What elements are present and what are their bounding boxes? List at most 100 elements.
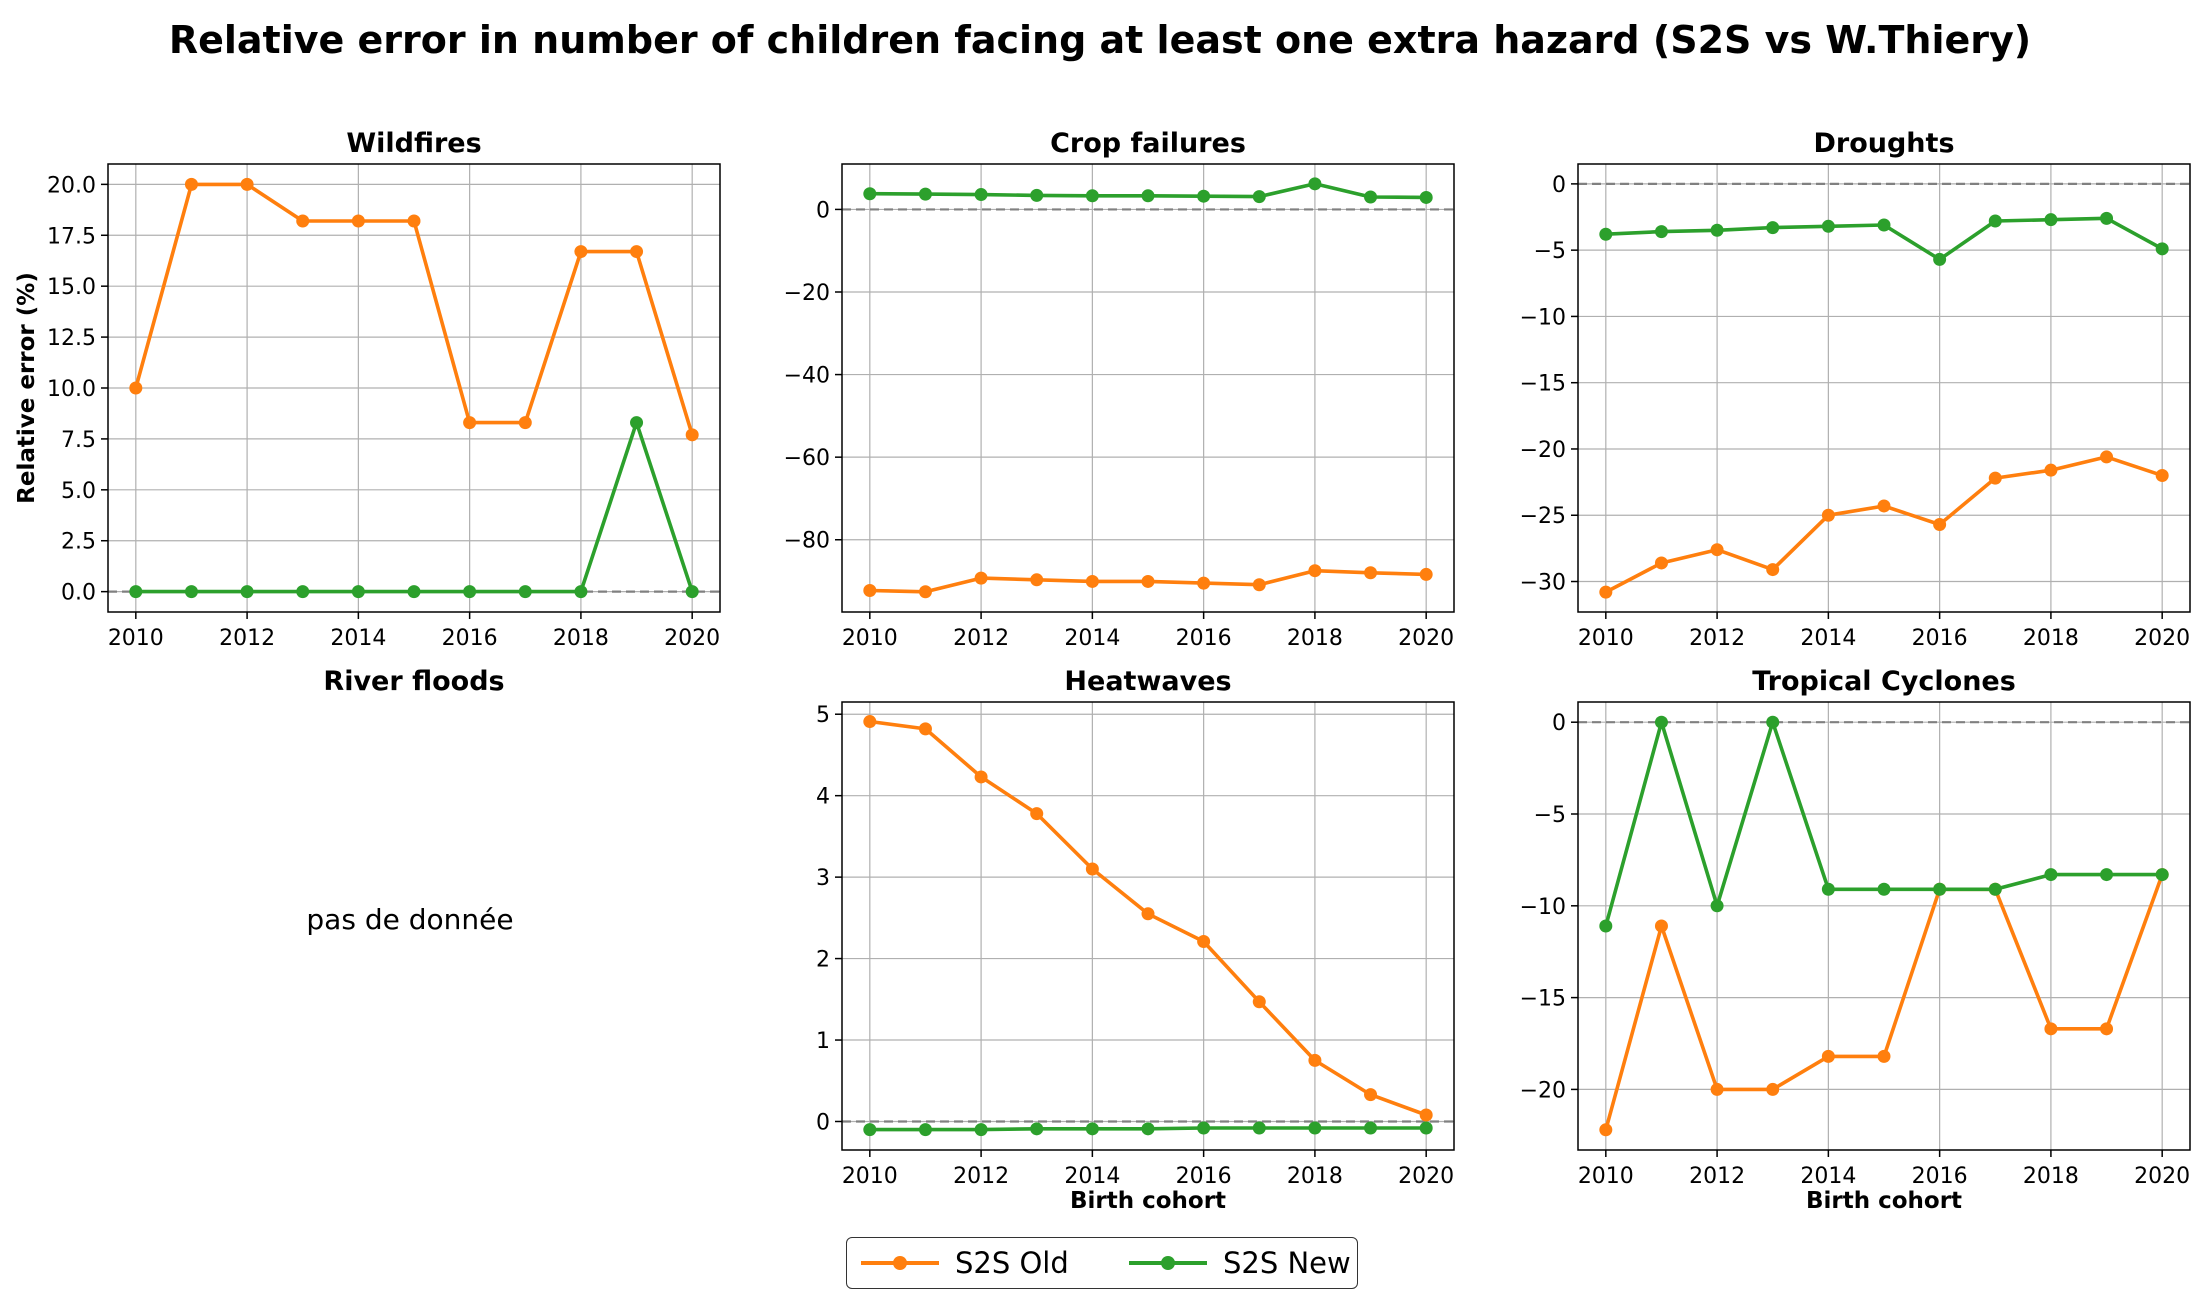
- data-point-s2s-new: [1933, 882, 1947, 896]
- x-tick-label: 2012: [1689, 1164, 1745, 1189]
- data-point-s2s-old: [1599, 585, 1613, 599]
- legend: S2S Old S2S New: [846, 1237, 1358, 1289]
- data-point-s2s-new: [1141, 189, 1155, 203]
- legend-entry-s2s-new: S2S New: [1127, 1246, 1357, 1280]
- data-point-s2s-new: [1821, 219, 1835, 233]
- y-tick-label: −40: [784, 364, 830, 389]
- x-tick-label: 2018: [2023, 1164, 2079, 1189]
- y-tick-label: 4: [816, 785, 830, 810]
- data-point-s2s-old: [129, 381, 143, 395]
- y-axis-label: Relative error (%): [14, 272, 40, 504]
- data-point-s2s-old: [1197, 576, 1211, 590]
- x-tick-label: 2020: [1398, 1164, 1454, 1189]
- data-point-s2s-new: [974, 1123, 988, 1137]
- x-tick-label: 2020: [664, 626, 720, 651]
- data-point-s2s-new: [2100, 211, 2114, 225]
- y-tick-label: −20: [1520, 438, 1566, 463]
- plot-background: [1578, 164, 2190, 612]
- data-point-s2s-new: [1419, 1121, 1433, 1135]
- data-point-s2s-old: [240, 177, 254, 191]
- data-point-s2s-new: [463, 585, 477, 599]
- data-point-s2s-old: [918, 722, 932, 736]
- data-point-s2s-new: [685, 585, 699, 599]
- y-tick-label: 12.5: [47, 326, 96, 351]
- data-point-s2s-new: [574, 585, 588, 599]
- data-point-s2s-new: [296, 585, 310, 599]
- x-tick-label: 2016: [1176, 1164, 1232, 1189]
- axes-frame: [1577, 163, 2191, 613]
- data-point-s2s-old: [630, 245, 644, 259]
- data-point-s2s-old: [463, 416, 477, 430]
- data-point-s2s-old: [1710, 1082, 1724, 1096]
- panel-title-tropical-cyclones: Tropical Cyclones: [1752, 666, 2016, 697]
- panel-title-droughts: Droughts: [1813, 128, 1955, 159]
- y-tick-label: 5.0: [61, 479, 96, 504]
- plot-background: [842, 702, 1454, 1150]
- x-tick-label: 2014: [1800, 626, 1856, 651]
- y-tick-label: 0: [1552, 711, 1566, 736]
- data-point-s2s-new: [1710, 223, 1724, 237]
- y-tick-label: 0: [816, 198, 830, 223]
- y-tick-label: −60: [784, 446, 830, 471]
- x-tick-label: 2016: [1912, 1164, 1968, 1189]
- data-point-s2s-old: [1419, 1108, 1433, 1122]
- x-tick-label: 2016: [1912, 626, 1968, 651]
- data-point-s2s-old: [1988, 471, 2002, 485]
- y-tick-label: 0.0: [61, 581, 96, 606]
- data-point-s2s-old: [974, 571, 988, 585]
- figure-title: Relative error in number of children fac…: [168, 18, 2032, 62]
- y-tick-label: −15: [1520, 987, 1566, 1012]
- data-point-s2s-old: [1710, 543, 1724, 557]
- panel-title-heatwaves: Heatwaves: [1064, 666, 1232, 697]
- y-tick-label: −30: [1520, 571, 1566, 596]
- legend-swatch-s2s-new: [1129, 1256, 1207, 1270]
- x-tick-label: 2020: [1398, 626, 1454, 651]
- data-point-s2s-old: [1766, 1082, 1780, 1096]
- plot-droughts: 2010 2012 2014 2016 2018 2020 −30 −25 −20 −15 −10 −…: [1520, 163, 2191, 651]
- data-point-s2s-old: [1599, 1123, 1613, 1137]
- data-point-s2s-old: [1197, 934, 1211, 948]
- x-tick-label: 2012: [219, 626, 275, 651]
- x-tick-label: 2012: [953, 1164, 1009, 1189]
- data-point-s2s-new: [630, 416, 644, 430]
- data-point-s2s-old: [184, 177, 198, 191]
- data-point-s2s-new: [1197, 189, 1211, 203]
- y-tick-label: 2: [816, 948, 830, 973]
- data-point-s2s-old: [296, 214, 310, 228]
- x-tick-label: 2012: [953, 626, 1009, 651]
- data-point-s2s-new: [129, 585, 143, 599]
- data-point-s2s-new: [1141, 1122, 1155, 1136]
- y-tick-label: −5: [1534, 239, 1566, 264]
- y-tick-label: 7.5: [61, 428, 96, 453]
- x-tick-label: 2018: [553, 626, 609, 651]
- y-tick-label: 3: [816, 866, 830, 891]
- data-point-s2s-old: [1654, 556, 1668, 570]
- data-point-s2s-new: [1419, 190, 1433, 204]
- data-point-s2s-old: [863, 715, 877, 729]
- x-tick-label: 2018: [2023, 626, 2079, 651]
- data-point-s2s-old: [1766, 563, 1780, 577]
- x-tick-label: 2010: [842, 1164, 898, 1189]
- plot-crop-failures: 2010 2012 2014 2016 2018 2020 −80 −60 −40 −20 0: [784, 163, 1455, 651]
- y-tick-label: −20: [784, 281, 830, 306]
- data-point-s2s-new: [1877, 882, 1891, 896]
- x-tick-label: 2016: [1176, 626, 1232, 651]
- data-point-s2s-new: [1766, 715, 1780, 729]
- data-point-s2s-new: [918, 1123, 932, 1137]
- data-point-s2s-old: [1308, 1053, 1322, 1067]
- x-tick-label: 2020: [2134, 1164, 2190, 1189]
- y-tick-label: 2.5: [61, 530, 96, 555]
- data-point-s2s-old: [1821, 1049, 1835, 1063]
- x-tick-label: 2014: [1800, 1164, 1856, 1189]
- x-tick-label: 2010: [842, 626, 898, 651]
- data-point-s2s-new: [1030, 1122, 1044, 1136]
- y-tick-label: −10: [1520, 895, 1566, 920]
- axes-frame: [841, 701, 1455, 1151]
- data-point-s2s-old: [1141, 574, 1155, 588]
- y-tick-label: 0: [816, 1110, 830, 1135]
- data-point-s2s-old: [2044, 463, 2058, 477]
- plot-tropical-cyclones: 2010 2012 2014 2016 2018 2020 −20 −15 −10 −5 0 Birt…: [1520, 701, 2191, 1214]
- data-point-s2s-old: [685, 428, 699, 442]
- y-tick-label: −10: [1520, 305, 1566, 330]
